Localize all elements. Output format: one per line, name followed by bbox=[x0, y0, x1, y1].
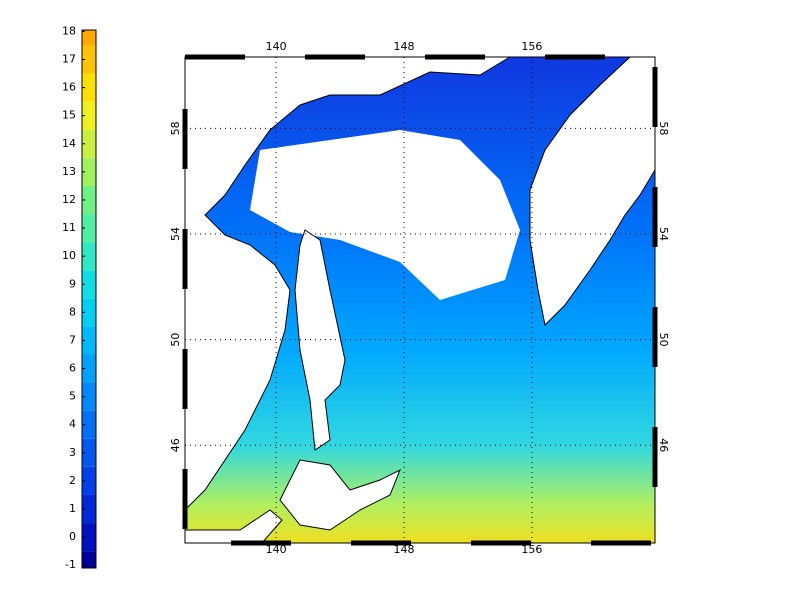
colorbar-tick-label: 8 bbox=[69, 305, 76, 318]
colorbar-band bbox=[82, 157, 96, 186]
colorbar-tick-label: 6 bbox=[69, 362, 76, 375]
honshu bbox=[185, 509, 283, 543]
lat-label-right: 46 bbox=[657, 438, 670, 452]
lat-label-left: 46 bbox=[169, 438, 182, 452]
lon-label-top: 140 bbox=[266, 40, 287, 53]
colorbar-band bbox=[82, 214, 96, 243]
colorbar-band bbox=[82, 382, 96, 411]
colorbar-tick-label: 18 bbox=[62, 24, 76, 37]
lat-label-left: 54 bbox=[169, 227, 182, 241]
lon-label-bottom: 148 bbox=[394, 543, 415, 556]
colorbar-tick-label: 7 bbox=[69, 333, 76, 346]
kamchatka bbox=[529, 57, 655, 327]
colorbar-tick-label: 0 bbox=[69, 530, 76, 543]
colorbar-band bbox=[82, 298, 96, 327]
colorbar-tick-label: 12 bbox=[62, 193, 76, 206]
colorbar-tick-label: 2 bbox=[69, 474, 76, 487]
lon-label-bottom: 140 bbox=[266, 543, 287, 556]
colorbar-tick-label: 3 bbox=[69, 446, 76, 459]
colorbar-band bbox=[82, 129, 96, 158]
colorbar-band bbox=[82, 45, 96, 74]
colorbar-tick-label: 11 bbox=[62, 221, 76, 234]
colorbar-tick-label: 14 bbox=[62, 137, 76, 150]
colorbar-band bbox=[82, 185, 96, 215]
colorbar-frame bbox=[81, 29, 97, 569]
colorbar-band bbox=[82, 73, 96, 102]
colorbar-band bbox=[82, 354, 96, 383]
lat-label-left: 58 bbox=[169, 121, 182, 135]
colorbar-tick-label: 17 bbox=[62, 52, 76, 65]
colorbar-tick-label: -1 bbox=[65, 558, 76, 571]
lat-label-right: 50 bbox=[657, 333, 670, 347]
colorbar-band bbox=[82, 410, 96, 439]
lat-label-right: 54 bbox=[657, 227, 670, 241]
map-area bbox=[185, 57, 655, 543]
colorbar-band bbox=[82, 30, 96, 46]
colorbar-tick-label: 1 bbox=[69, 502, 76, 515]
colorbar-tick-label: 5 bbox=[69, 390, 76, 403]
lat-label-right: 58 bbox=[657, 121, 670, 135]
colorbar-band bbox=[82, 466, 96, 495]
mainland bbox=[185, 57, 511, 511]
colorbar-band bbox=[82, 101, 96, 130]
lat-label-left: 50 bbox=[169, 333, 182, 347]
lon-label-bottom: 156 bbox=[521, 543, 542, 556]
colorbar-band bbox=[82, 326, 96, 355]
lon-label-top: 148 bbox=[394, 40, 415, 53]
colorbar-band bbox=[82, 494, 96, 524]
colorbar-band bbox=[82, 438, 96, 467]
colorbar-band bbox=[82, 270, 96, 299]
colorbar-band bbox=[82, 551, 96, 568]
cloud-gap bbox=[250, 130, 520, 300]
colorbar-tick-label: 13 bbox=[62, 165, 76, 178]
colorbar-band bbox=[82, 242, 96, 271]
graticule bbox=[185, 57, 655, 543]
lon-label-top: 156 bbox=[521, 40, 542, 53]
hokkaido bbox=[279, 459, 401, 531]
colorbar-band bbox=[82, 523, 96, 552]
colorbar-tick-label: 9 bbox=[69, 277, 76, 290]
map-frame bbox=[184, 56, 656, 544]
colorbar-tick-label: 15 bbox=[62, 109, 76, 122]
colorbar-tick-label: 4 bbox=[69, 418, 76, 431]
colorbar-tick-label: 16 bbox=[62, 81, 76, 94]
colorbar-tick-label: 10 bbox=[62, 249, 76, 262]
